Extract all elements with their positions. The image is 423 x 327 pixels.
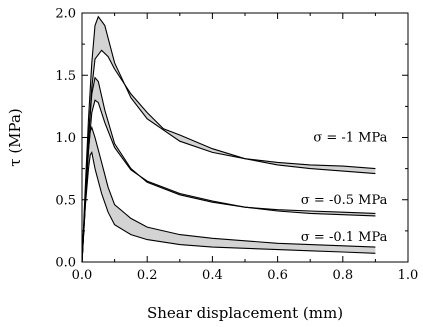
series-curves (81, 15, 376, 263)
series-labels: σ = -1 MPa σ = -0.5 MPa σ = -0.1 MPa (301, 131, 388, 246)
series-upper-line-1 (81, 76, 376, 263)
y-tick-label: 2.0 (55, 7, 76, 22)
x-tick-label: 0.4 (202, 268, 223, 283)
series-label-1: σ = -0.5 MPa (301, 193, 388, 208)
x-tick-label: 1.0 (398, 268, 419, 283)
series-label-2: σ = -0.1 MPa (301, 230, 388, 245)
y-tick-label: 0.5 (55, 193, 76, 208)
x-axis-ticks: 0.0 0.2 0.4 0.6 0.8 1.0 (72, 13, 419, 283)
series-label-0: σ = -1 MPa (313, 131, 387, 146)
series-upper-line-0 (81, 15, 376, 263)
y-axis-title: τ (MPa) (6, 108, 24, 167)
y-axis-ticks: 0.0 0.5 1.0 1.5 2.0 (55, 7, 408, 271)
series-upper-line-2 (81, 125, 376, 263)
series-lower-line-2 (81, 150, 376, 263)
x-tick-label: 0.0 (72, 268, 93, 283)
series-bands (82, 16, 376, 263)
x-tick-label: 0.8 (332, 268, 353, 283)
y-tick-label: 1.5 (55, 69, 76, 84)
series-lower-line-1 (81, 99, 376, 263)
series-band-2 (82, 127, 376, 262)
x-tick-label: 0.2 (137, 268, 158, 283)
x-axis-title: Shear displacement (mm) (147, 304, 343, 322)
y-tick-label: 0.0 (55, 256, 76, 271)
y-tick-label: 1.0 (55, 131, 76, 146)
x-tick-label: 0.6 (267, 268, 288, 283)
